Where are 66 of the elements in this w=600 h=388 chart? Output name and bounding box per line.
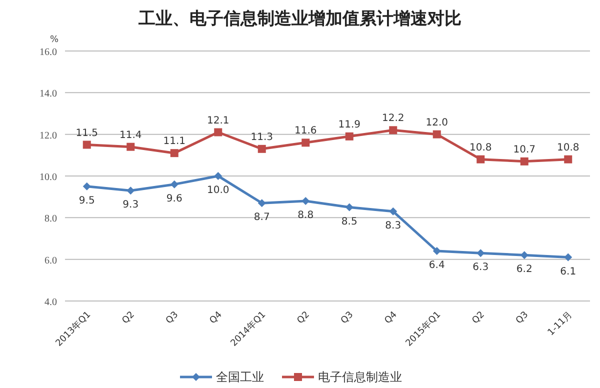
y-tick-label: 6.0 [44, 255, 57, 266]
data-label: 11.6 [294, 126, 317, 137]
point [432, 130, 441, 138]
point [389, 207, 398, 216]
point [476, 155, 485, 164]
x-tick-label: Q3 [164, 310, 180, 326]
data-label: 6.3 [472, 262, 489, 274]
x-tick-label: Q3 [339, 310, 356, 326]
x-tick-label: Q4 [383, 310, 400, 326]
data-label: 12.1 [206, 115, 230, 126]
x-tick-label: Q2 [120, 310, 137, 326]
point [302, 197, 310, 205]
x-tick-label: Q4 [208, 310, 224, 326]
y-tick-label: 10.0 [40, 172, 57, 183]
data-label: 11.5 [76, 128, 98, 139]
y-tick-label: 8.0 [44, 214, 57, 225]
chart-title: 工业、电子信息制造业增加值累计增速对比 [138, 9, 462, 28]
data-label: 9.3 [122, 200, 139, 211]
point [82, 140, 91, 149]
data-label: 10.0 [206, 185, 230, 196]
y-tick-label: 4.0 [44, 297, 57, 308]
data-label: 11.3 [250, 132, 274, 143]
point [520, 157, 528, 166]
point [126, 142, 135, 151]
point [345, 132, 354, 140]
point [170, 180, 178, 188]
data-label: 12.2 [382, 113, 404, 124]
data-label: 8.5 [341, 216, 358, 228]
point [302, 138, 310, 147]
point [170, 149, 178, 158]
data-label: 10.8 [556, 142, 580, 154]
y-tick-label: 14.0 [40, 88, 57, 100]
point [389, 126, 398, 134]
point [520, 251, 528, 260]
data-label: 10.8 [469, 142, 492, 154]
data-label: 12.0 [426, 117, 448, 128]
data-label: 6.1 [560, 266, 576, 278]
data-label: 8.7 [254, 212, 270, 224]
x-tick-label: Q2 [296, 310, 312, 326]
point [258, 144, 266, 153]
y-tick-label: 12.0 [40, 130, 57, 142]
data-label: 11.1 [163, 136, 186, 148]
point [82, 182, 91, 190]
point [214, 172, 222, 180]
legend-label: 电子信息制造业 [318, 370, 402, 384]
y-axis-title: % [50, 35, 59, 45]
point [126, 186, 135, 195]
legend-label: 全国工业 [216, 370, 264, 384]
data-label: 11.4 [119, 130, 142, 141]
point [258, 199, 266, 208]
data-label: 9.6 [166, 193, 182, 204]
data-label: 11.9 [338, 119, 361, 130]
x-tick-label: Q2 [470, 310, 487, 326]
point [432, 247, 441, 255]
data-label: 8.3 [385, 220, 402, 232]
data-label: 8.8 [298, 210, 314, 221]
data-label: 9.5 [78, 195, 95, 206]
data-label: 10.7 [513, 144, 536, 156]
point [345, 203, 354, 212]
point [564, 253, 572, 262]
data-label: 6.4 [428, 260, 445, 271]
point [564, 155, 572, 164]
y-tick-label: 16.0 [40, 47, 57, 58]
x-tick-label: Q3 [514, 310, 530, 326]
data-label: 6.2 [516, 264, 532, 276]
point [214, 128, 222, 136]
